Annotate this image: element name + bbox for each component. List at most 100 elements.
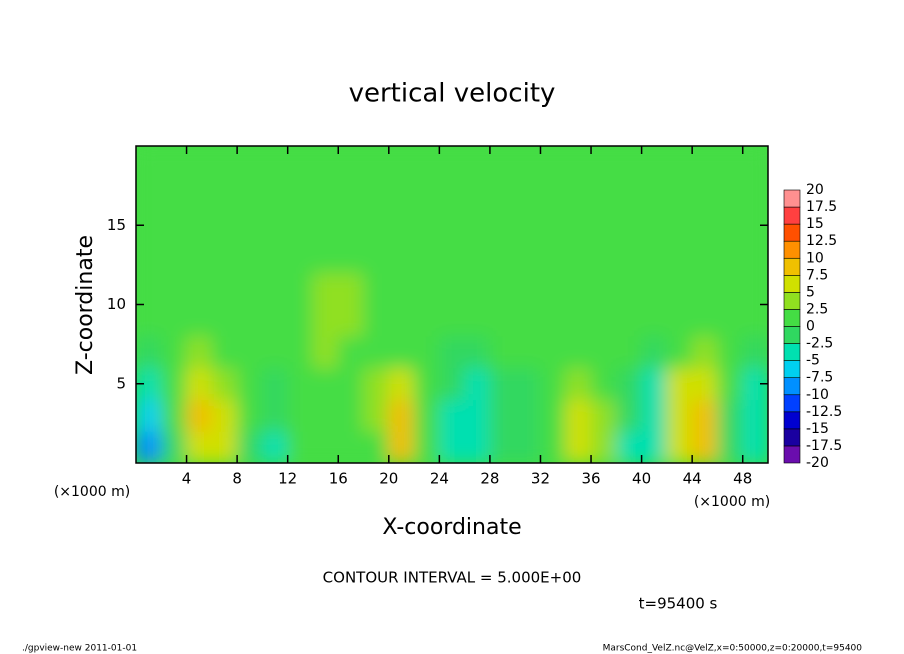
cell (514, 177, 541, 210)
colorbar-swatch (783, 411, 801, 430)
cell (742, 146, 768, 179)
cell (539, 177, 567, 210)
colorbar-label: -17.5 (806, 438, 842, 454)
cell (539, 304, 567, 337)
colorbar-label: -20 (806, 455, 829, 471)
cell (590, 430, 617, 463)
cell (261, 335, 289, 369)
x-tick-label: 36 (581, 470, 600, 488)
cell (312, 208, 339, 242)
cell (539, 367, 567, 401)
cell (363, 430, 390, 463)
cell (489, 399, 516, 432)
cell (388, 430, 415, 463)
cell (136, 399, 162, 432)
cell (438, 367, 466, 401)
cell (312, 399, 339, 432)
cell (514, 272, 541, 305)
cell (438, 335, 466, 369)
cell (261, 272, 289, 305)
cell (489, 304, 516, 337)
cell (716, 146, 744, 179)
cell (388, 272, 415, 305)
x-tick-label: 4 (182, 470, 192, 488)
cell (160, 335, 188, 369)
cell (160, 367, 188, 401)
cell (666, 208, 693, 242)
cell (615, 430, 643, 463)
cell (388, 304, 415, 337)
cell (464, 430, 491, 463)
cell (716, 208, 744, 242)
colorbar-swatch (783, 257, 801, 276)
cell (742, 177, 768, 210)
cell (641, 304, 668, 337)
cell (136, 177, 162, 210)
cell (666, 304, 693, 337)
colorbar-swatch (783, 428, 801, 447)
cell (337, 177, 365, 210)
cell (590, 146, 617, 179)
cell (312, 430, 339, 463)
chart-title: vertical velocity (349, 79, 556, 109)
cell (438, 177, 466, 210)
cell (742, 335, 768, 369)
cell (742, 272, 768, 305)
cell (590, 304, 617, 337)
colorbar-label: 0 (806, 319, 815, 335)
cell (388, 399, 415, 432)
cell (489, 335, 516, 369)
cell (438, 430, 466, 463)
cell (590, 240, 617, 274)
colorbar-label: 2.5 (806, 301, 828, 317)
cell (565, 399, 592, 432)
cell (489, 146, 516, 179)
colorbar-swatch (783, 394, 801, 413)
cell (337, 208, 365, 242)
cell (590, 177, 617, 210)
cell (236, 177, 263, 210)
cell (211, 208, 238, 242)
colorbar-swatch (783, 275, 801, 293)
cell (716, 177, 744, 210)
cell (312, 304, 339, 337)
footer-left: ./gpview-new 2011-01-01 (22, 644, 137, 654)
cell (261, 430, 289, 463)
cell (287, 304, 314, 337)
cell (261, 177, 289, 210)
cell (615, 335, 643, 369)
colorbar-swatch (783, 206, 801, 225)
cell (236, 304, 263, 337)
cell (337, 146, 365, 179)
cell (136, 146, 162, 179)
cell (615, 304, 643, 337)
cell (464, 335, 491, 369)
cell (287, 367, 314, 401)
cell (716, 304, 744, 337)
cell (565, 367, 592, 401)
x-tick-label: 44 (683, 470, 702, 488)
cell (641, 272, 668, 305)
cell (539, 208, 567, 242)
y-tick-label: 5 (116, 374, 126, 392)
x-tick-label: 40 (632, 470, 651, 488)
cell (489, 367, 516, 401)
cell (287, 177, 314, 210)
cell (388, 146, 415, 179)
colorbar-label: 20 (806, 182, 824, 198)
cell (160, 240, 188, 274)
cell (514, 335, 541, 369)
cell (312, 177, 339, 210)
cell (287, 399, 314, 432)
cell (312, 272, 339, 305)
x-tick-label: 28 (480, 470, 499, 488)
y-axis-label: Z-coordinate (73, 235, 98, 375)
cell (388, 177, 415, 210)
cell (590, 399, 617, 432)
cell (539, 146, 567, 179)
cell (666, 367, 693, 401)
colorbar-label: 17.5 (806, 199, 837, 215)
cell (641, 240, 668, 274)
cell (136, 430, 162, 463)
cell (691, 208, 718, 242)
